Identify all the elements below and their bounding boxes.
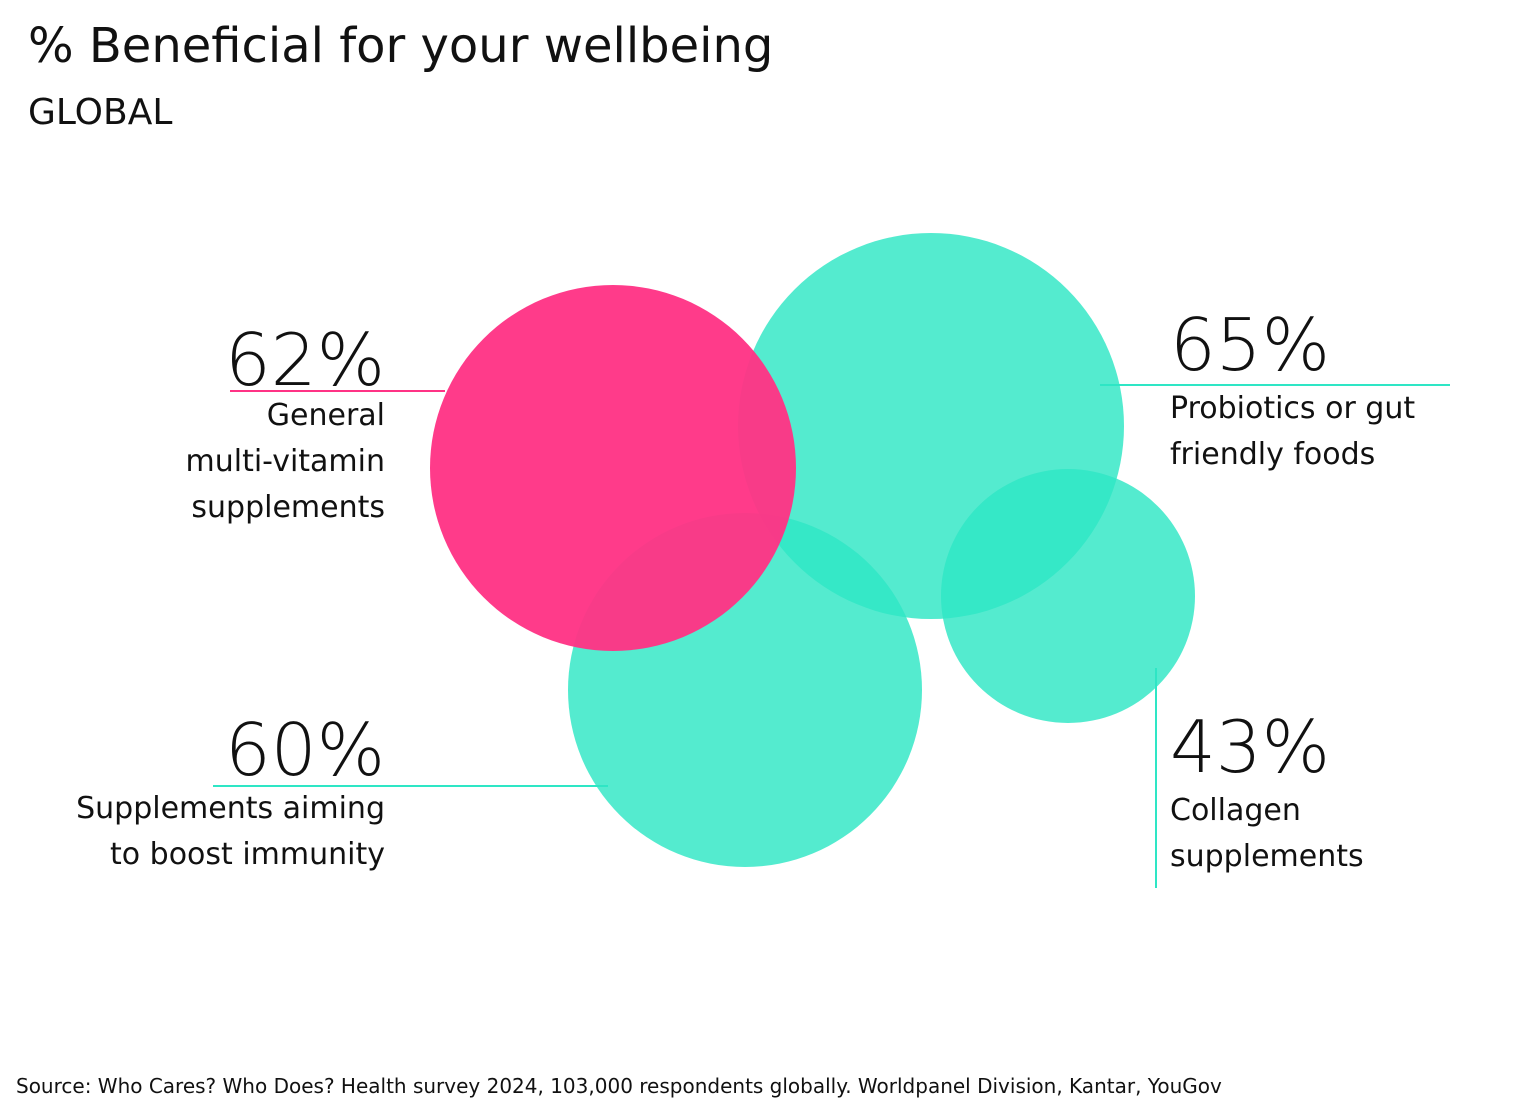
category-label-immunity: Supplements aiming (76, 791, 385, 826)
bubble-multivitamin (430, 285, 796, 651)
category-label-multivitamin: multi-vitamin (186, 444, 386, 479)
bubble-collagen (941, 469, 1195, 723)
value-label-probiotics: 65% (1170, 303, 1330, 387)
category-label-multivitamin: supplements (191, 490, 385, 525)
value-label-multivitamin: 62% (225, 318, 385, 402)
category-label-probiotics: friendly foods (1170, 437, 1375, 472)
category-label-probiotics: Probiotics or gut (1170, 391, 1415, 426)
category-label-immunity: to boost immunity (110, 837, 385, 872)
category-label-collagen: supplements (1170, 839, 1364, 874)
category-label-collagen: Collagen (1170, 793, 1301, 828)
source-note: Source: Who Cares? Who Does? Health surv… (16, 1074, 1222, 1098)
chart-subtitle: GLOBAL (28, 92, 173, 133)
value-label-collagen: 43% (1170, 705, 1330, 789)
category-label-multivitamin: General (267, 398, 385, 433)
value-label-immunity: 60% (225, 708, 385, 792)
chart-title: % Beneficial for your wellbeing (28, 18, 774, 74)
